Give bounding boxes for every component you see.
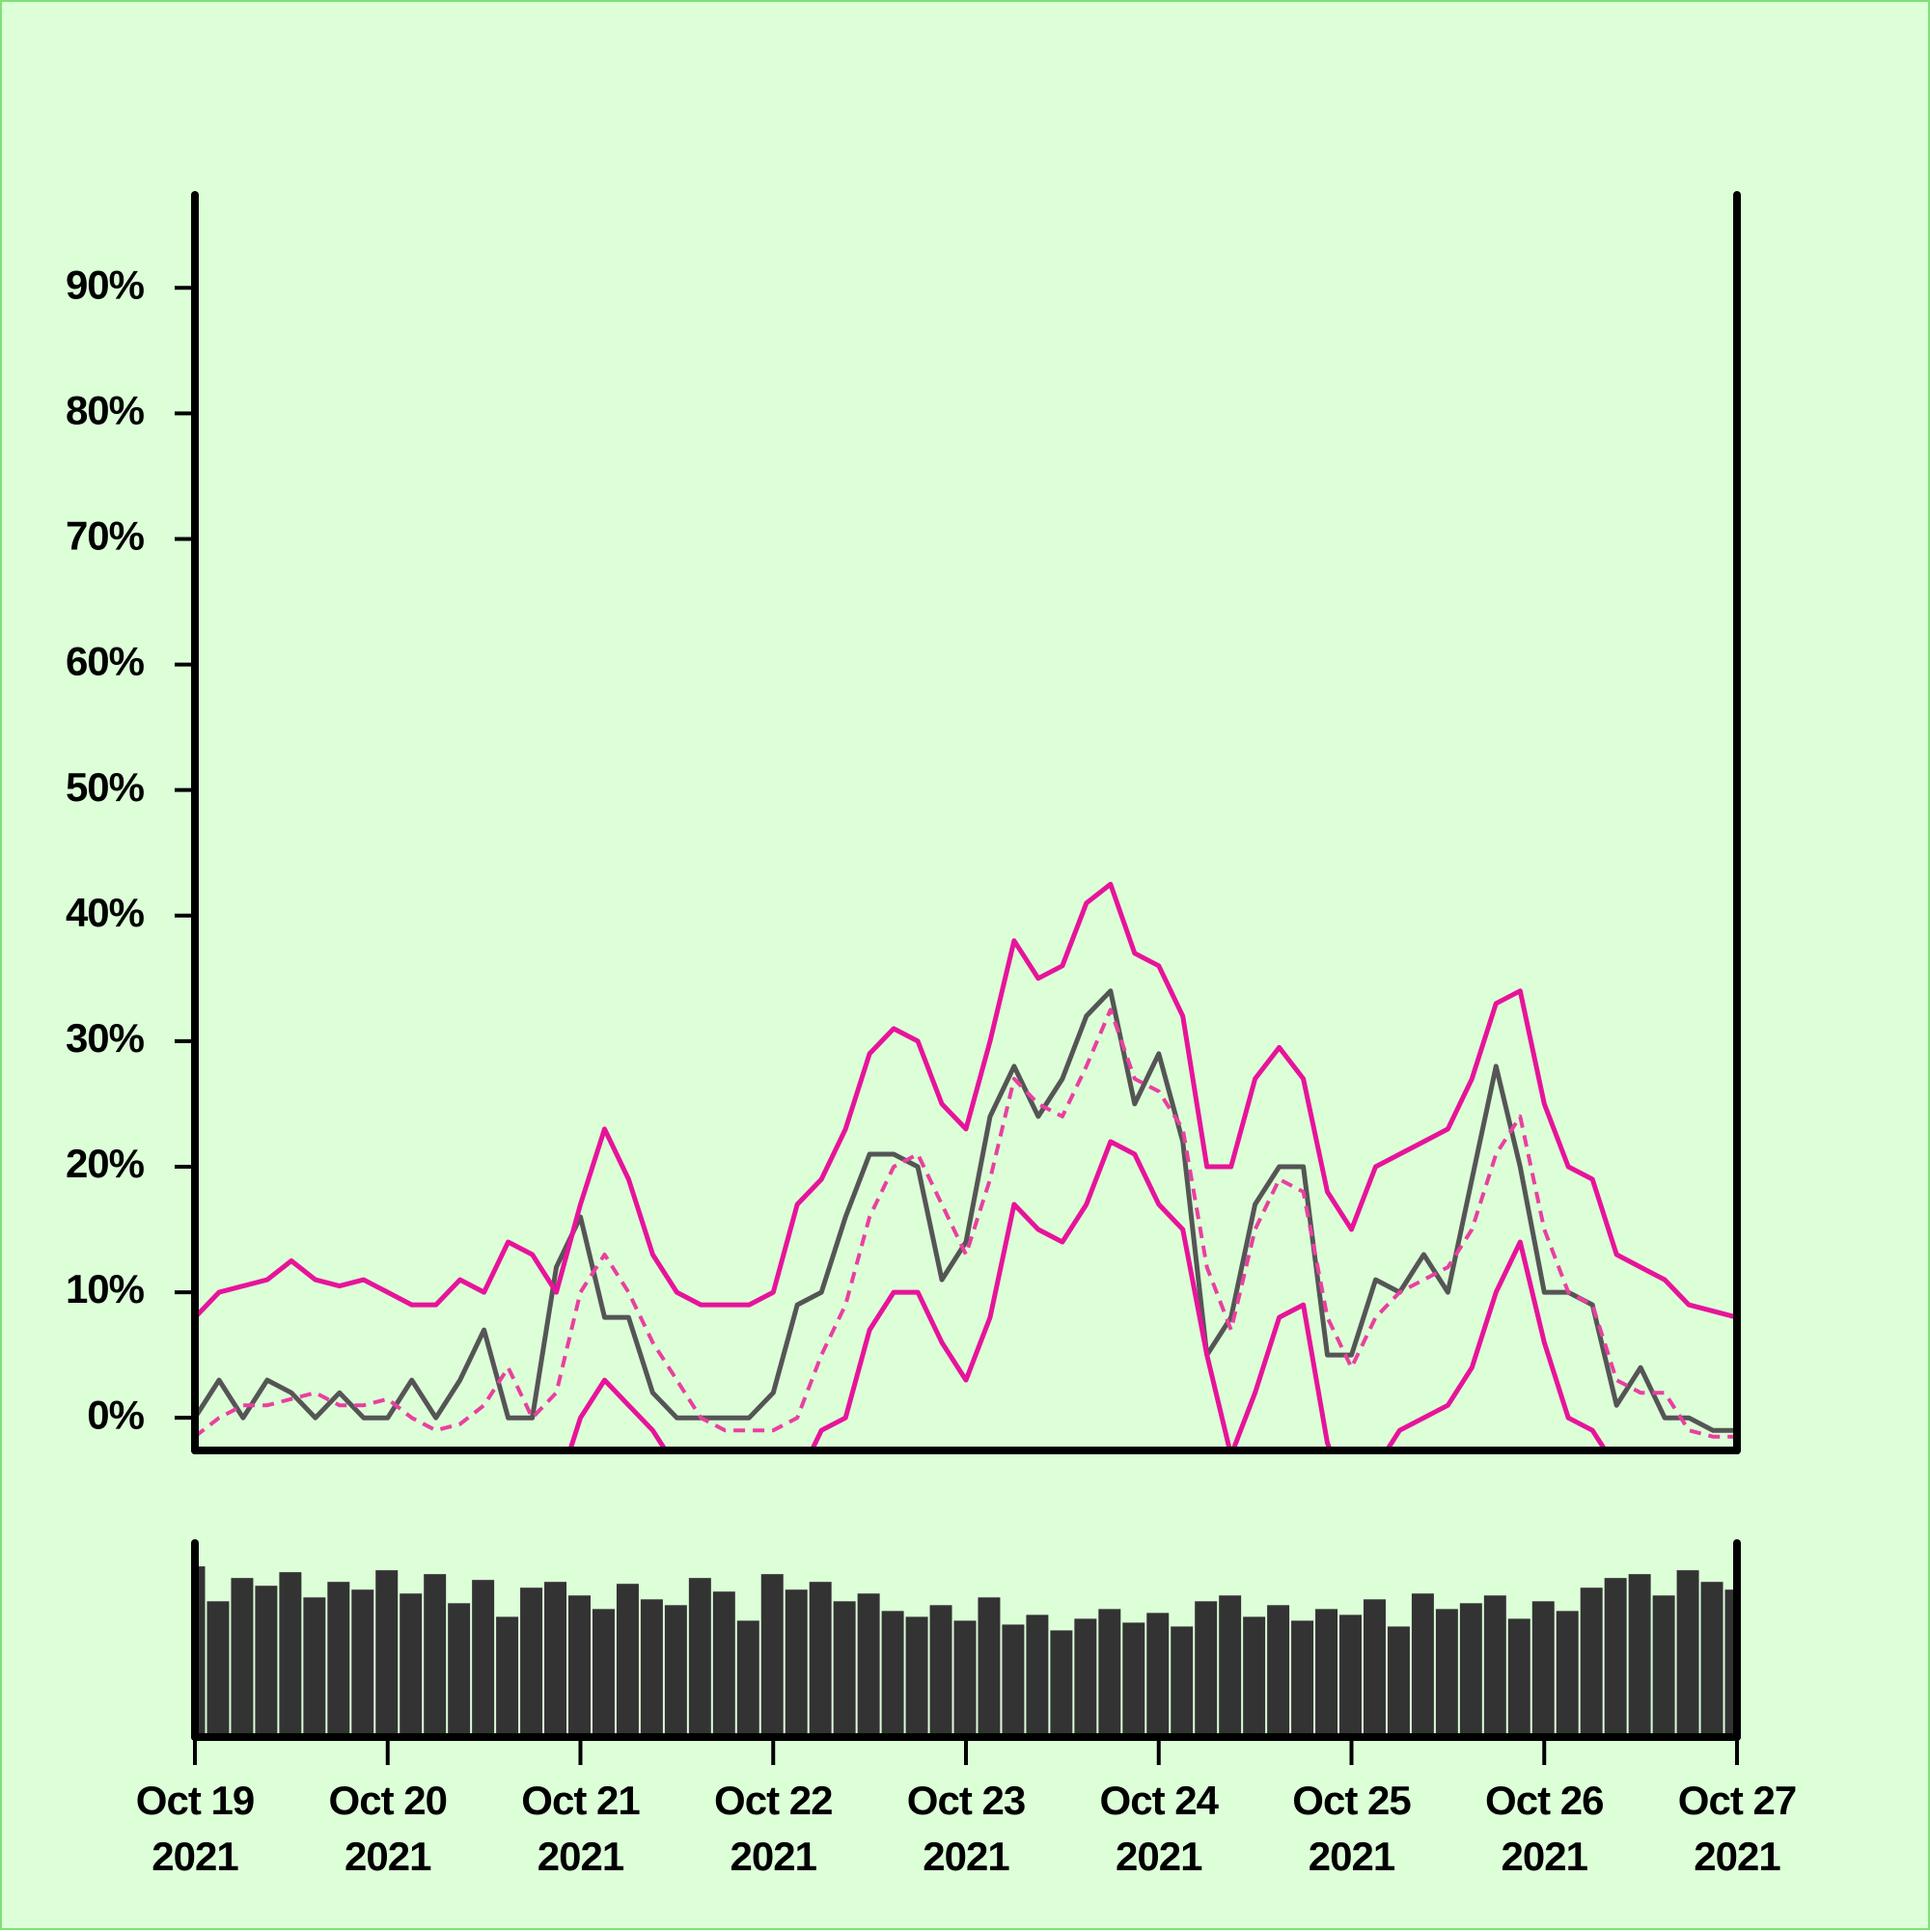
volume-bar [688,1578,711,1737]
y-tick-label: 20% [66,1141,145,1186]
plot-area [195,881,1737,1450]
y-tick-label: 90% [66,262,145,307]
volume-bar [809,1582,832,1737]
volume-bar [712,1591,735,1737]
volume-bar [881,1611,904,1737]
volume-bar [1628,1574,1651,1737]
y-tick-label: 40% [66,890,145,935]
series-line [567,1139,1609,1450]
volume-bar [1724,1589,1735,1737]
volume-bar [568,1595,591,1737]
volume-bar [520,1587,543,1737]
volume-bar [1700,1582,1723,1737]
volume-bar [1195,1601,1218,1737]
volume-bar [255,1586,278,1737]
volume-bar [400,1593,423,1737]
volume-bar [279,1572,302,1737]
volume-bar [424,1574,447,1737]
volume-bar [1435,1609,1458,1737]
volume-bar [207,1601,230,1737]
volume-bar [616,1584,639,1737]
volume-bar [1339,1615,1362,1737]
volume-bar [1050,1630,1073,1737]
volume-bar [1243,1616,1266,1737]
volume-bar [1002,1624,1025,1737]
volume-bar [592,1609,615,1737]
volume-bar [327,1582,350,1737]
volume-bar [664,1605,687,1737]
x-tick-label: Oct 22 2021 [714,1778,833,1879]
volume-bar [736,1620,759,1737]
volume-bar [1026,1615,1049,1737]
volume-bar [544,1582,567,1737]
volume-bar [1676,1570,1699,1737]
y-tick-label: 80% [66,387,145,432]
volume-bar [1291,1620,1314,1737]
y-tick-label: 0% [87,1392,144,1437]
series-line [195,881,1737,1320]
volume-bar [1363,1599,1386,1737]
volume-bar [1652,1595,1675,1737]
volume-bar [303,1597,326,1737]
x-tick-label: Oct 25 2021 [1292,1778,1411,1879]
volume-bar [857,1593,880,1737]
volume-bar [195,1566,206,1737]
volume-bar [978,1597,1001,1737]
volume-bar [1387,1626,1410,1737]
volume-bar [1507,1618,1530,1737]
volume-bar [472,1580,495,1737]
volume-bar [1171,1626,1194,1737]
volume-bar [760,1574,784,1737]
volume-bar [496,1616,519,1737]
y-tick-label: 10% [66,1266,145,1311]
volume-bar [1315,1609,1338,1737]
volume-bar [1074,1618,1097,1737]
volume-bar [640,1599,663,1737]
volume-bar [1411,1593,1434,1737]
volume-bar [1483,1595,1506,1737]
series-line [195,988,1737,1433]
x-tick-label: Oct 27 2021 [1677,1778,1797,1879]
volume-bar [929,1605,952,1737]
x-tick-label: Oct 20 2021 [328,1778,448,1879]
volume-bar [1122,1622,1145,1737]
volume-bar [1146,1613,1170,1737]
x-tick-label: Oct 26 2021 [1485,1778,1604,1879]
volume-bar [1098,1609,1121,1737]
volume-bar [833,1601,856,1737]
volume-bar [1580,1587,1603,1737]
volume-bar [1267,1605,1290,1737]
volume-bar [1604,1578,1627,1737]
x-tick-label: Oct 24 2021 [1099,1778,1219,1879]
volume-bar [905,1616,928,1737]
volume-bar [953,1620,977,1737]
y-tick-label: 50% [66,764,145,810]
volume-bar [375,1570,399,1737]
volume-bar [1556,1611,1579,1737]
series-line [195,1007,1737,1439]
volume-bar [1459,1603,1482,1737]
volume-bar [231,1578,254,1737]
volume-bar [448,1603,471,1737]
volume-bar [785,1589,808,1737]
x-tick-label: Oct 23 2021 [906,1778,1026,1879]
volume-bar [1219,1595,1242,1737]
y-tick-label: 30% [66,1015,145,1061]
y-tick-label: 60% [66,639,145,684]
volume-bar [1531,1601,1555,1737]
y-tick-label: 70% [66,513,145,559]
x-tick-label: Oct 19 2021 [135,1778,255,1879]
volume-bar [351,1589,374,1737]
x-tick-label: Oct 21 2021 [521,1778,640,1879]
